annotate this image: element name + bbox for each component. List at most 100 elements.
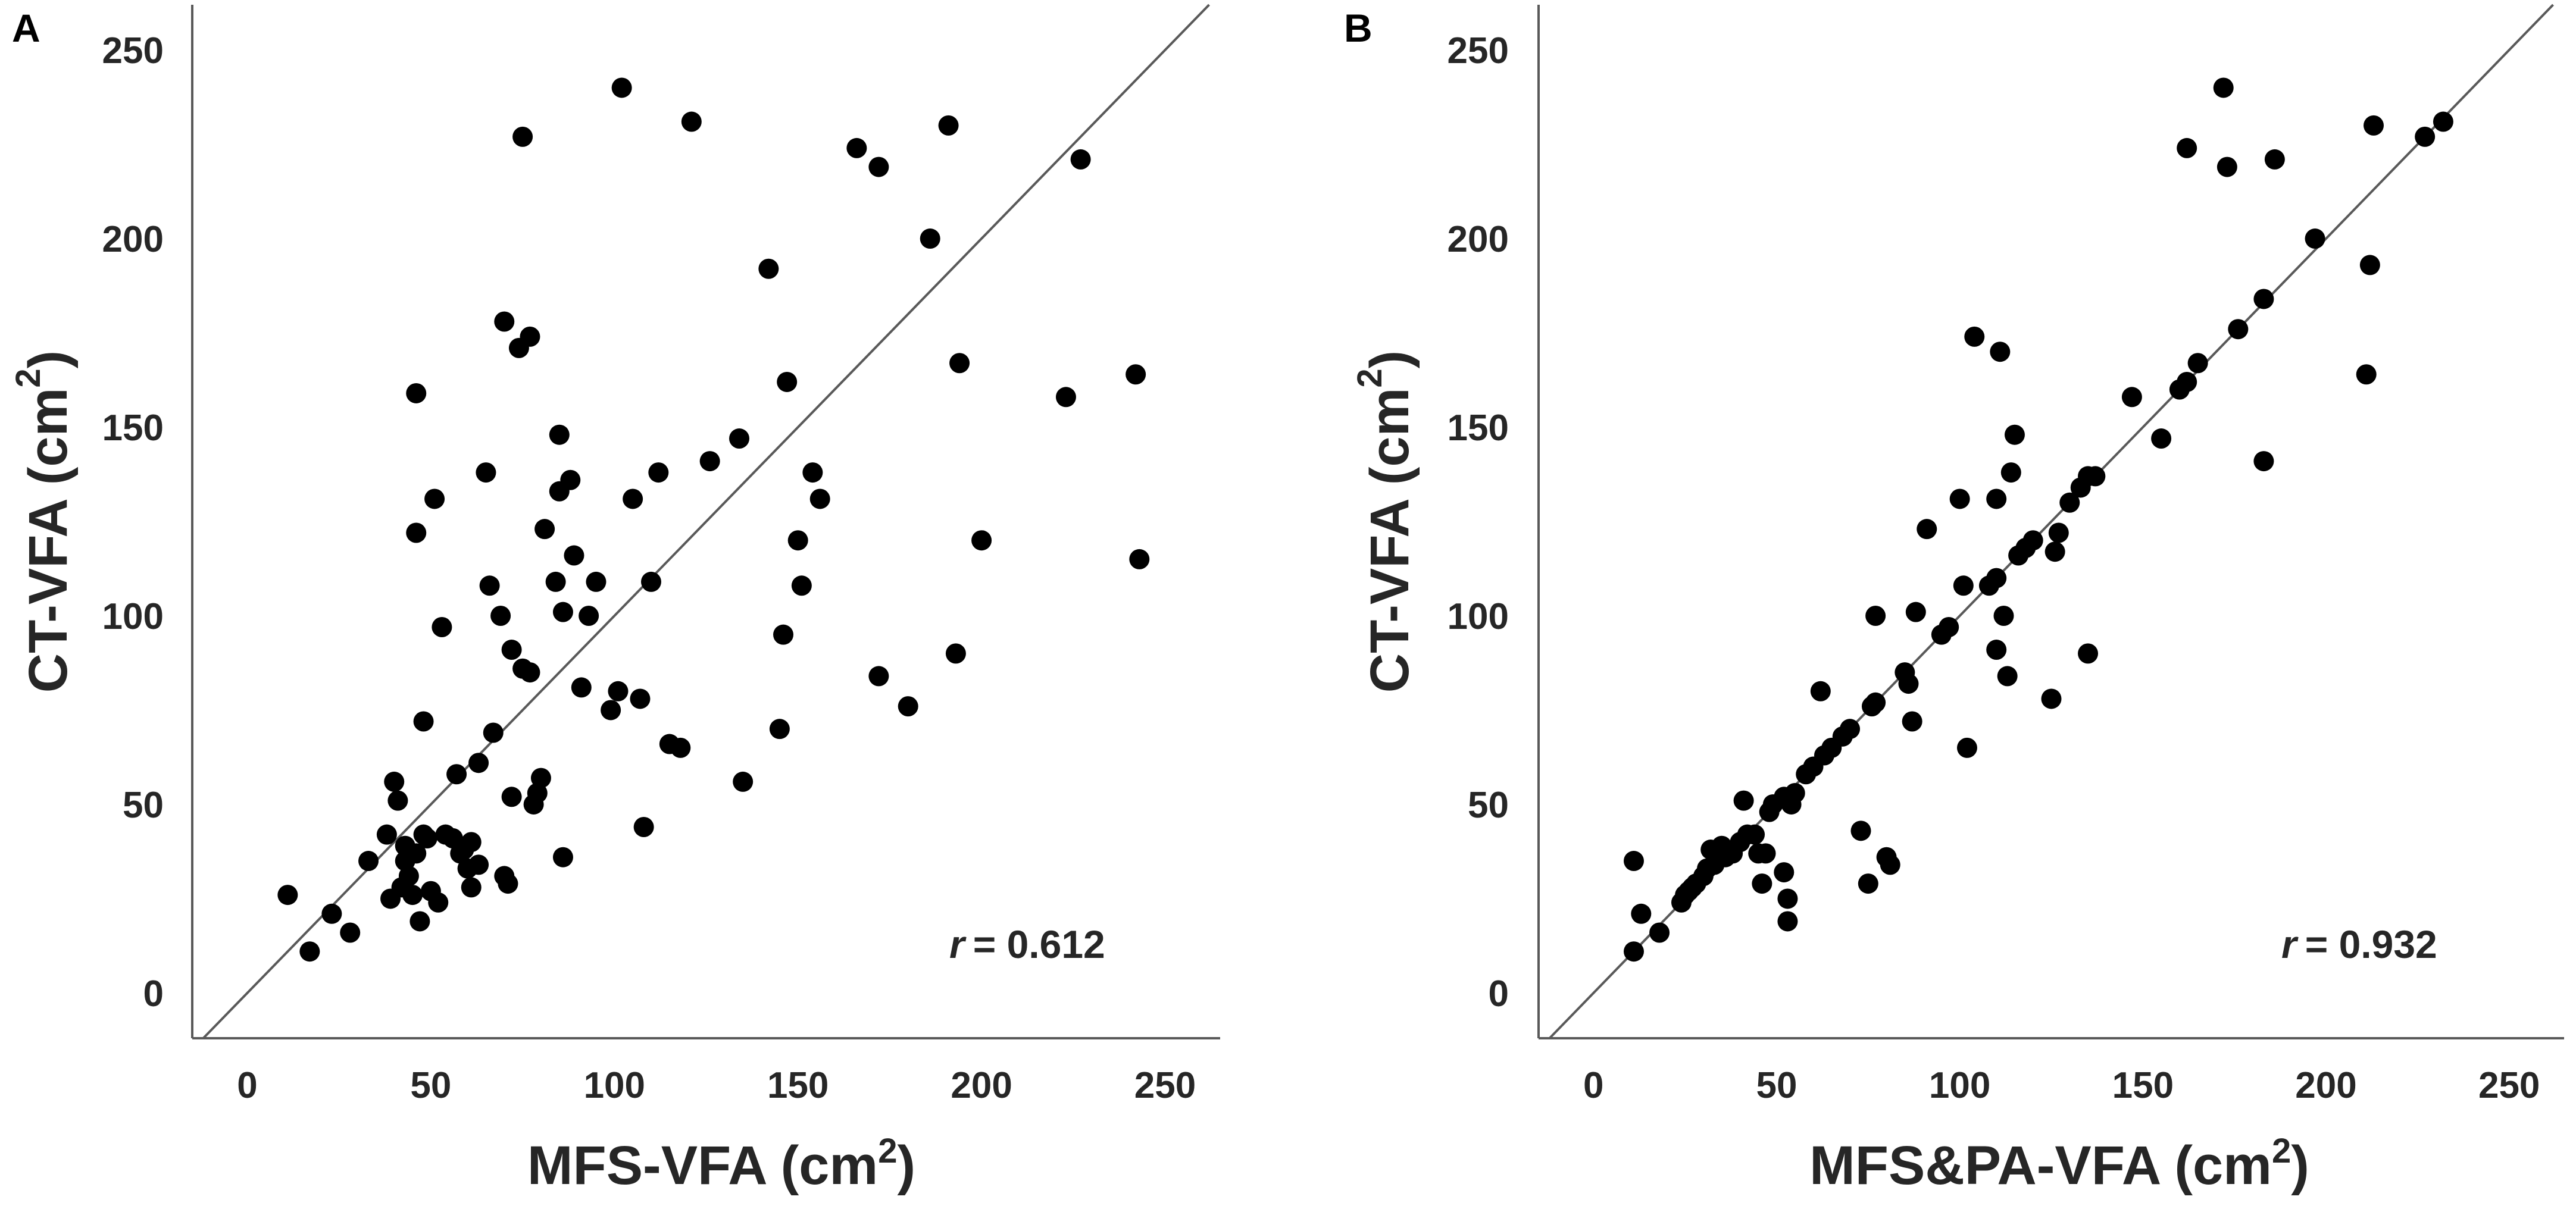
data-point: [2253, 289, 2274, 309]
y-axis-unit-close: ): [1359, 350, 1420, 369]
data-point: [494, 311, 515, 332]
y-tick-label: 0: [1489, 973, 1509, 1014]
data-point: [549, 424, 570, 445]
data-point: [1990, 342, 2011, 362]
x-tick-label: 150: [2112, 1065, 2174, 1106]
panel-label: B: [1344, 6, 1373, 50]
data-point: [868, 666, 889, 687]
data-point: [490, 605, 511, 626]
x-axis-unit-power: 2: [878, 1132, 897, 1170]
correlation-annotation: r = 0.932: [2281, 922, 2437, 966]
correlation-value: = 0.932: [2305, 922, 2437, 966]
data-point: [1777, 911, 1798, 932]
x-tick-label: 250: [1134, 1065, 1196, 1106]
y-tick-label: 250: [102, 30, 164, 71]
data-point: [1997, 666, 2018, 687]
data-point: [446, 764, 467, 785]
y-axis-unit: (cm: [1359, 388, 1420, 486]
data-point: [1993, 605, 2014, 626]
data-points: [277, 77, 1150, 962]
data-point: [428, 892, 449, 913]
data-point: [409, 911, 430, 932]
data-point: [552, 847, 573, 867]
data-point: [512, 126, 533, 147]
data-point: [758, 258, 779, 279]
y-tick-label: 200: [102, 219, 164, 260]
data-point: [417, 828, 437, 849]
data-point: [1129, 549, 1150, 569]
data-point: [520, 662, 540, 683]
data-point: [1774, 862, 1795, 883]
data-point: [920, 228, 940, 249]
data-point: [1902, 711, 1922, 732]
data-point: [2177, 137, 2197, 158]
y-tick-label: 0: [143, 973, 164, 1014]
data-point: [501, 787, 522, 807]
data-point: [1986, 640, 2007, 660]
data-point: [773, 624, 794, 645]
data-point: [406, 843, 427, 864]
y-axis-unit-power: 2: [9, 368, 48, 387]
data-point: [552, 602, 573, 622]
y-axis-unit-close: ): [18, 350, 79, 369]
data-point: [938, 115, 959, 136]
data-point: [468, 854, 489, 875]
data-point: [1953, 575, 1974, 596]
x-axis-label: MFS-VFA: [527, 1135, 768, 1196]
x-tick-label: 50: [410, 1065, 451, 1106]
data-point: [1898, 674, 1919, 694]
data-point: [321, 903, 342, 924]
data-point: [424, 488, 445, 509]
data-point: [376, 824, 397, 845]
data-point: [571, 677, 592, 698]
y-axis-title: CT-VFA (cm2): [1350, 350, 1420, 693]
data-point: [2044, 541, 2065, 562]
data-point: [733, 771, 754, 792]
x-axis-unit-close: ): [898, 1135, 916, 1196]
data-point: [2048, 522, 2069, 543]
data-point: [648, 462, 669, 483]
data-points: [1623, 77, 2453, 962]
correlation-symbol: r: [2281, 922, 2299, 966]
data-point: [468, 753, 489, 773]
x-tick-label: 200: [2295, 1065, 2356, 1106]
data-point: [564, 545, 584, 566]
y-axis-unit-power: 2: [1350, 368, 1389, 387]
data-point: [2228, 319, 2249, 340]
data-point: [1840, 719, 1861, 740]
x-tick-label: 250: [2478, 1065, 2540, 1106]
data-point: [1956, 737, 1977, 758]
x-tick-label: 100: [1929, 1065, 1990, 1106]
y-tick-label: 150: [102, 408, 164, 449]
data-point: [1850, 820, 1871, 841]
data-point: [2004, 424, 2025, 445]
data-point: [586, 571, 607, 592]
x-tick-label: 0: [1583, 1065, 1603, 1106]
data-point: [2217, 156, 2237, 177]
data-point: [1905, 602, 1926, 622]
data-point: [2359, 255, 2380, 275]
data-point: [479, 575, 500, 596]
data-point: [432, 617, 452, 638]
data-point: [2253, 451, 2274, 472]
data-point: [2187, 353, 2208, 374]
panel-label: A: [12, 6, 40, 50]
data-point: [384, 771, 405, 792]
data-point: [809, 488, 830, 509]
data-point: [2305, 228, 2325, 249]
y-axis-title: CT-VFA (cm2): [9, 350, 79, 693]
data-point: [1949, 488, 1970, 509]
correlation-symbol: r: [949, 922, 967, 966]
data-point: [406, 383, 427, 403]
y-tick-label: 150: [1448, 408, 1509, 449]
data-point: [1810, 681, 1831, 701]
data-point: [2213, 77, 2234, 98]
data-point: [1126, 364, 1146, 385]
data-point: [1070, 149, 1091, 170]
data-point: [802, 462, 823, 483]
data-point: [1649, 922, 1670, 943]
y-tick-label: 250: [1448, 30, 1509, 71]
data-point: [1752, 873, 1772, 894]
data-point: [1986, 488, 2007, 509]
